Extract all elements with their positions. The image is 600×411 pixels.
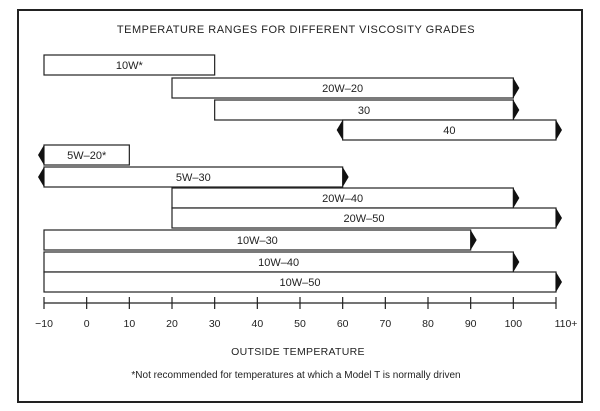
footnote: *Not recommended for temperatures at whi… — [131, 370, 460, 381]
x-tick-label: 90 — [465, 318, 477, 330]
x-tick-label: 80 — [422, 318, 434, 330]
range-arrow-left — [336, 120, 343, 140]
range-bar-label: 10W–40 — [258, 257, 299, 269]
x-axis-label: OUTSIDE TEMPERATURE — [231, 346, 365, 358]
range-bar-label: 20W–50 — [344, 213, 385, 225]
x-tick-label: 40 — [251, 318, 263, 330]
bars-group: 10W* 20W–20 30 40 5W–20* 5W–30 20W–40 20W–50 10W… — [38, 54, 562, 293]
chart-frame — [17, 9, 583, 403]
range-bar-label: 5W–20* — [67, 150, 107, 162]
range-arrow-right — [556, 208, 562, 228]
range-bar — [43, 54, 216, 76]
x-tick-label: 100 — [505, 318, 523, 330]
range-bar-label: 20W–20 — [322, 83, 363, 95]
x-tick-label: 20 — [166, 318, 178, 330]
x-tick-label: 110+ — [555, 318, 578, 330]
x-axis-ticks: −10 0 10 20 30 40 50 60 70 80 90 100 110+ — [35, 297, 577, 330]
range-bar-label: 30 — [358, 105, 370, 117]
range-arrow-right — [513, 100, 520, 120]
range-arrow-right — [513, 188, 520, 208]
range-arrow-right — [556, 272, 562, 292]
range-arrow-right — [513, 78, 520, 98]
range-arrow-right — [513, 252, 520, 272]
range-arrow-right — [342, 167, 349, 187]
x-tick-label: 10 — [123, 318, 135, 330]
range-arrow-left — [38, 167, 44, 187]
x-tick-label: 60 — [337, 318, 349, 330]
range-arrow-left — [38, 145, 44, 165]
range-bar-label: 10W–30 — [237, 235, 278, 247]
range-bar-label: 10W* — [116, 60, 144, 72]
range-bar-label: 5W–30 — [176, 172, 211, 184]
range-bar-label: 20W–40 — [322, 193, 363, 205]
x-tick-label: 30 — [209, 318, 221, 330]
range-bar-label: 10W–50 — [280, 277, 321, 289]
x-tick-label: −10 — [35, 318, 53, 330]
chart-title: TEMPERATURE RANGES FOR DIFFERENT VISCOSI… — [117, 24, 475, 36]
range-arrow-right — [470, 230, 477, 250]
x-tick-label: 70 — [379, 318, 391, 330]
x-tick-label: 50 — [294, 318, 306, 330]
x-tick-label: 0 — [84, 318, 90, 330]
range-arrow-right — [556, 120, 562, 140]
range-bar-label: 40 — [443, 125, 455, 137]
